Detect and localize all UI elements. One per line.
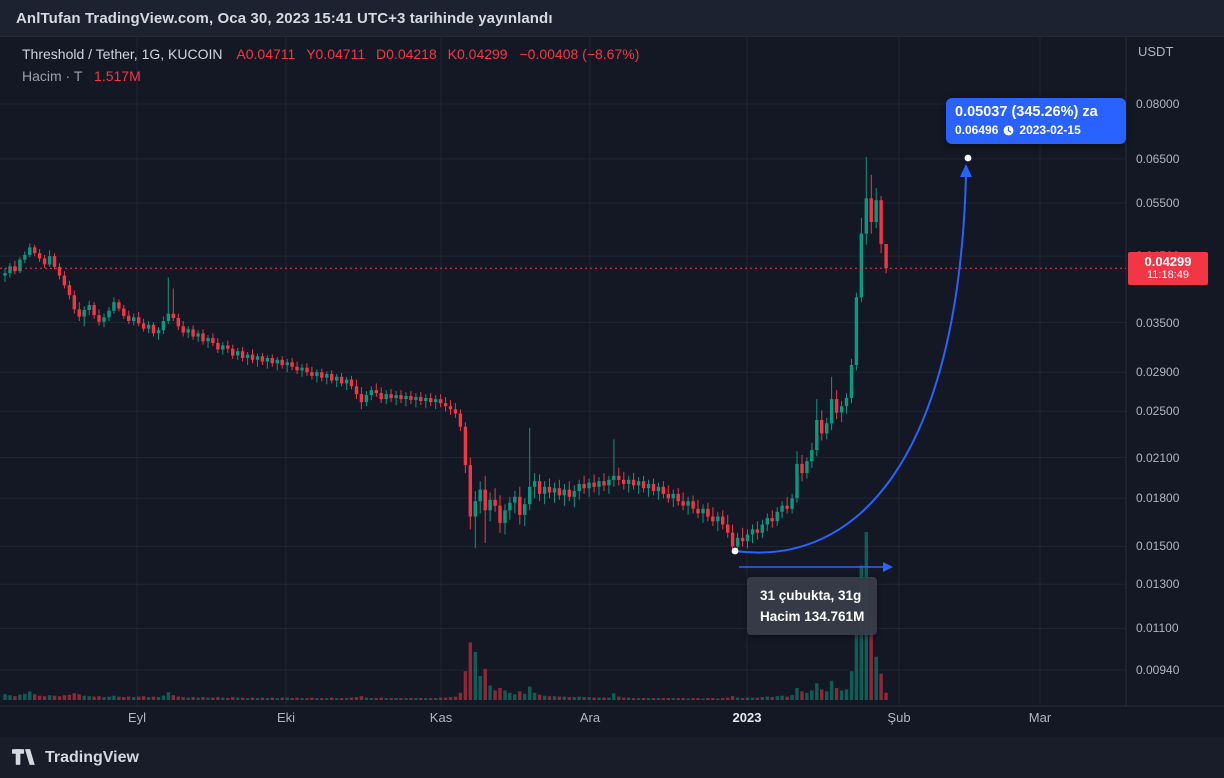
range-bars-text: 31 çubukta, 31g xyxy=(760,588,862,603)
time-tick-label: Eki xyxy=(276,710,296,725)
symbol-title[interactable]: Threshold / Tether, 1G, KUCOIN xyxy=(22,46,223,62)
close-value: 0.04299 xyxy=(456,46,508,62)
bar-countdown: 11:18:49 xyxy=(1146,269,1189,282)
low-value: 0.04218 xyxy=(386,46,437,62)
high-value: 0.04711 xyxy=(315,46,366,62)
time-tick-label: Ara xyxy=(579,710,601,725)
time-tick-label: Şub xyxy=(887,710,911,725)
tradingview-logo-icon xyxy=(12,749,35,765)
range-volume-text: Hacim 134.761M xyxy=(760,609,865,624)
price-tick-label: 0.02500 xyxy=(1136,404,1180,419)
open-value: 0.04711 xyxy=(245,46,296,62)
projection-target-date: 2023-02-15 xyxy=(1019,123,1081,137)
change-value: −0.00408 (−8.67%) xyxy=(519,46,640,62)
legend-row-volume[interactable]: Hacim · T 1.517M xyxy=(22,66,639,87)
clock-icon xyxy=(1003,125,1014,135)
volume-label: Hacim · T xyxy=(22,68,83,84)
open-label: A xyxy=(236,46,246,62)
range-measure-tooltip: 31 çubukta, 31g Hacim 134.761M xyxy=(747,577,878,635)
legend-row-main: Threshold / Tether, 1G, KUCOIN A0.04711 … xyxy=(22,44,639,65)
time-tick-label: Kas xyxy=(429,710,453,725)
last-price-value: 0.04299 xyxy=(1144,254,1192,270)
projection-change-text: 0.05037 (345.26%) za xyxy=(955,104,1098,120)
price-tick-label: 0.06500 xyxy=(1136,151,1180,166)
publish-text: AnlTufan TradingView.com, Oca 30, 2023 1… xyxy=(16,9,553,27)
tradingview-brand-text: TradingView xyxy=(45,748,139,766)
price-tick-label: 0.00940 xyxy=(1136,663,1180,677)
price-tick-label: 0.02100 xyxy=(1136,450,1180,465)
last-price-badge: 0.04299 11:18:49 xyxy=(1128,252,1208,286)
low-label: D xyxy=(376,46,387,62)
price-tick-label: 0.01100 xyxy=(1136,621,1179,636)
publish-header-bar: AnlTufan TradingView.com, Oca 30, 2023 1… xyxy=(0,0,1224,37)
time-tick-label: Mar xyxy=(1028,710,1052,725)
projection-target-row: 0.06496 2023-02-15 xyxy=(955,123,1117,137)
price-tick-label: 0.03500 xyxy=(1136,315,1180,330)
axis-currency-label: USDT xyxy=(1138,44,1174,59)
price-tick-label: 0.01300 xyxy=(1136,577,1180,592)
symbol-legend[interactable]: Threshold / Tether, 1G, KUCOIN A0.04711 … xyxy=(22,44,639,87)
projection-target-price: 0.06496 xyxy=(955,123,999,137)
price-tick-label: 0.02900 xyxy=(1136,365,1180,380)
price-tick-label: 0.05500 xyxy=(1136,196,1180,211)
volume-value: 1.517M xyxy=(94,68,141,84)
price-tick-label: 0.08000 xyxy=(1136,97,1180,111)
close-label: K xyxy=(447,46,457,62)
price-tick-label: 0.01500 xyxy=(1136,539,1180,554)
price-tick-label: 0.01800 xyxy=(1136,491,1180,506)
time-tick-label: 2023 xyxy=(732,710,762,725)
projection-callout[interactable]: 0.05037 (345.26%) za 0.06496 2023-02-15 xyxy=(946,98,1126,144)
tradingview-logo[interactable]: TradingView xyxy=(12,749,139,767)
footer-bar: TradingView xyxy=(0,737,1224,778)
high-label: Y xyxy=(306,46,316,62)
time-tick-label: Eyl xyxy=(127,710,147,725)
